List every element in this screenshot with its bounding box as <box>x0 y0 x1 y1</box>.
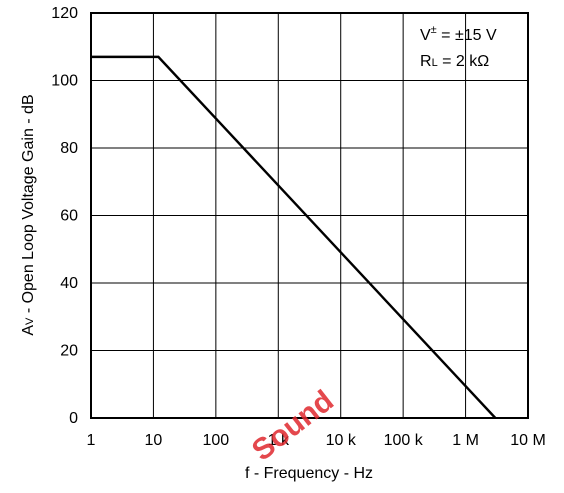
y-axis-label-rest: - Open Loop Voltage Gain - dB <box>20 94 37 317</box>
watermark: Sound <box>246 384 340 467</box>
plot-frame <box>90 12 529 419</box>
x-tick-label: 1 k <box>268 432 290 449</box>
y-tick-label: 80 <box>60 140 78 157</box>
y-axis-label-main: A <box>20 325 37 336</box>
x-tick-label: 100 <box>203 432 230 449</box>
x-tick-label: 1 <box>87 432 96 449</box>
x-tick-label: 10 k <box>326 432 357 449</box>
x-tick-labels: 1 10 100 1 k 10 k 100 k 1 M 10 M <box>87 432 546 449</box>
y-tick-label: 40 <box>60 275 78 292</box>
x-tick-label: 10 <box>145 432 163 449</box>
x-tick-label: 1 M <box>452 432 479 449</box>
y-tick-label: 60 <box>60 208 78 225</box>
y-tick-label: 20 <box>60 343 78 360</box>
y-tick-labels: 0 20 40 60 80 100 120 <box>51 5 78 427</box>
y-tick-label: 0 <box>69 410 78 427</box>
supply-voltage-annotation: V± = ±15 V <box>420 24 497 44</box>
x-tick-label: 100 k <box>384 432 424 449</box>
y-tick-label: 100 <box>51 73 78 90</box>
y-axis-label: AV - Open Loop Voltage Gain - dB <box>20 94 37 335</box>
x-tick-label: 10 M <box>510 432 546 449</box>
y-axis-label-sub: V <box>24 317 36 325</box>
x-axis-label: f - Frequency - Hz <box>245 465 373 482</box>
load-resistance-annotation: RL = 2 kΩ <box>420 53 489 70</box>
y-tick-label: 120 <box>51 5 78 22</box>
grid-lines <box>91 13 528 418</box>
gain-curve <box>91 55 497 419</box>
